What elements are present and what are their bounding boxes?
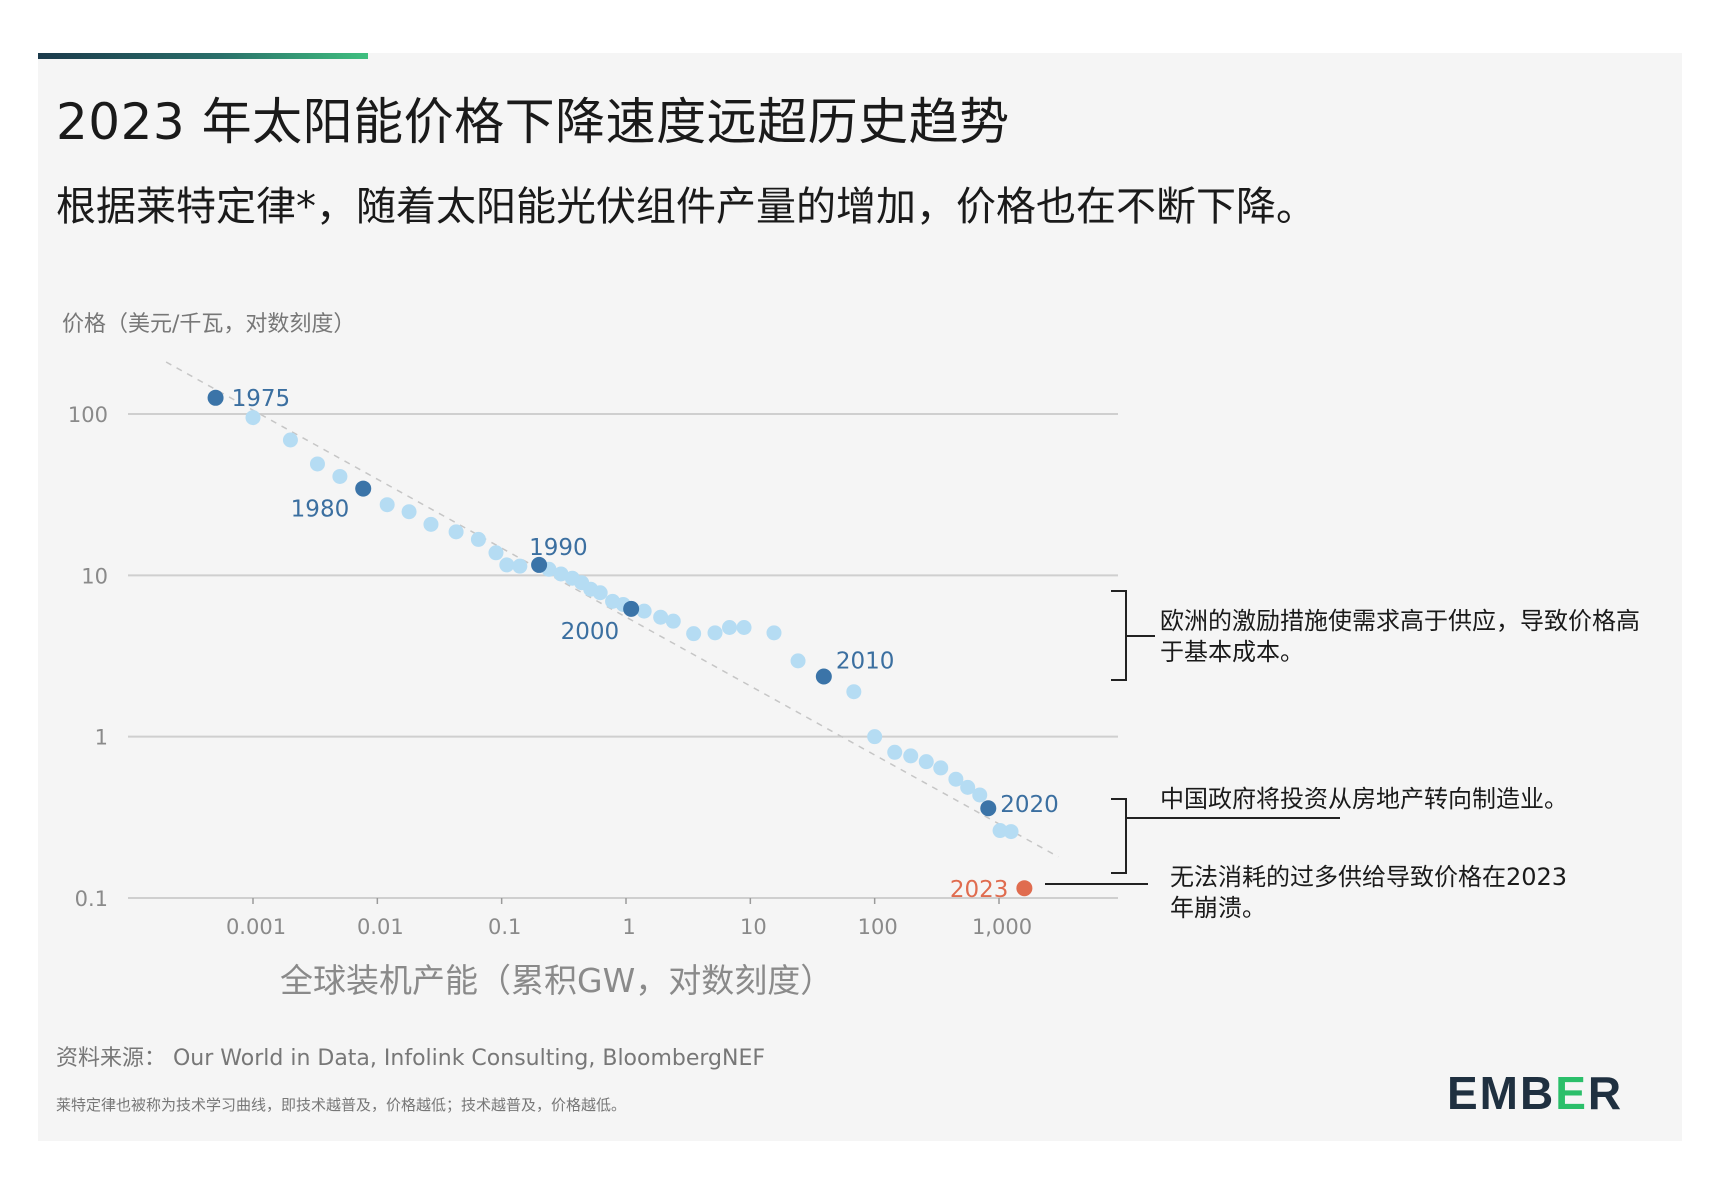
x-tick-label: 0.01 xyxy=(357,915,404,939)
y-tick-label: 1 xyxy=(95,726,108,750)
bracket-china xyxy=(1111,798,1340,874)
trend-line xyxy=(165,361,1059,858)
data-point xyxy=(512,558,528,574)
year-label-2010: 2010 xyxy=(836,649,895,675)
data-point xyxy=(379,497,395,513)
data-point xyxy=(245,410,261,426)
data-point xyxy=(933,760,949,776)
accent-bar xyxy=(38,53,368,59)
brackets-layer xyxy=(1045,590,1340,885)
logo-e-mark: E xyxy=(1555,1067,1588,1119)
data-point xyxy=(790,653,806,669)
data-point xyxy=(766,625,782,641)
chart-title: 2023 年太阳能价格下降速度远超历史趋势 xyxy=(56,93,1010,151)
data-point xyxy=(722,619,738,635)
data-point xyxy=(948,771,964,787)
ember-logo[interactable]: EMBER xyxy=(1447,1066,1623,1120)
data-point xyxy=(846,684,862,700)
data-point xyxy=(918,754,934,770)
x-tick-label: 1 xyxy=(622,915,635,939)
data-point-1975 xyxy=(207,389,224,406)
chart-subtitle: 根据莱特定律*，随着太阳能光伏组件产量的增加，价格也在不断下降。 xyxy=(56,184,1316,230)
data-point-1990 xyxy=(531,556,548,573)
source-note: 资料来源： Our World in Data, Infolink Consul… xyxy=(56,1046,766,1071)
data-point xyxy=(887,744,903,760)
year-label-2023: 2023 xyxy=(950,877,1009,903)
data-point xyxy=(553,566,569,582)
data-point xyxy=(707,625,723,641)
x-tick-label: 0.1 xyxy=(488,915,521,939)
annotation-oversupply: 无法消耗的过多供给导致价格在2023年崩溃。 xyxy=(1170,863,1568,922)
year-label-1990: 1990 xyxy=(529,535,588,561)
data-point xyxy=(653,609,669,625)
data-point xyxy=(992,823,1008,839)
x-tick-label: 10 xyxy=(740,915,767,939)
x-tick-label: 100 xyxy=(858,915,898,939)
footnote: 莱特定律也被称为技术学习曲线，即技术越普及，价格越低；技术越普及，价格越低。 xyxy=(56,1096,627,1114)
y-tick-label: 0.1 xyxy=(75,887,108,911)
bracket-europe xyxy=(1111,590,1155,681)
data-point xyxy=(960,779,976,795)
data-point xyxy=(309,456,325,472)
data-point xyxy=(282,432,298,448)
data-point xyxy=(470,531,486,547)
data-point xyxy=(736,619,752,635)
data-point xyxy=(867,729,883,745)
data-point xyxy=(972,787,988,803)
data-point xyxy=(499,557,515,573)
labels-layer: 1975 1980 1990 2000 2010 2020 2023 xyxy=(232,386,1059,903)
logo-text-left: EMB xyxy=(1447,1067,1556,1119)
y-axis-title: 价格（美元/千瓦，对数刻度） xyxy=(62,312,356,337)
year-label-2020: 2020 xyxy=(1000,792,1059,818)
data-point xyxy=(448,524,464,540)
points-layer xyxy=(207,389,1033,897)
year-label-1975: 1975 xyxy=(232,386,291,412)
data-point-2000 xyxy=(623,600,640,617)
data-point xyxy=(665,613,681,629)
year-label-2000: 2000 xyxy=(561,619,620,645)
data-point xyxy=(332,468,348,484)
data-point-2020 xyxy=(980,800,997,817)
data-point xyxy=(401,504,417,520)
data-point xyxy=(903,748,919,764)
trend-layer xyxy=(165,361,1059,858)
data-point-2023 xyxy=(1016,880,1033,897)
data-point-2010 xyxy=(815,668,832,685)
x-tick-label: 1,000 xyxy=(972,915,1032,939)
y-tick-label: 100 xyxy=(68,403,108,427)
data-point-1980 xyxy=(355,480,372,497)
data-point xyxy=(592,585,608,601)
x-tick-label: 0.001 xyxy=(226,915,286,939)
annotation-china: 中国政府将投资从房地产转向制造业。 xyxy=(1160,785,1568,813)
data-point xyxy=(636,603,652,619)
data-point xyxy=(488,545,504,561)
y-tick-label: 10 xyxy=(81,564,108,588)
data-point xyxy=(423,516,439,532)
year-label-1980: 1980 xyxy=(291,497,350,523)
annotation-europe: 欧洲的激励措施使需求高于供应，导致价格高于基本成本。 xyxy=(1160,607,1640,666)
grid-layer: 100 10 1 0.1 0.001 0.01 0.1 1 10 100 1,000 xyxy=(68,403,1118,939)
chart-card xyxy=(38,53,1682,1141)
data-point xyxy=(1003,824,1019,840)
x-axis-title: 全球装机产能（累积GW，对数刻度） xyxy=(280,961,834,1000)
logo-text-right: R xyxy=(1587,1067,1624,1119)
data-point xyxy=(686,626,702,642)
